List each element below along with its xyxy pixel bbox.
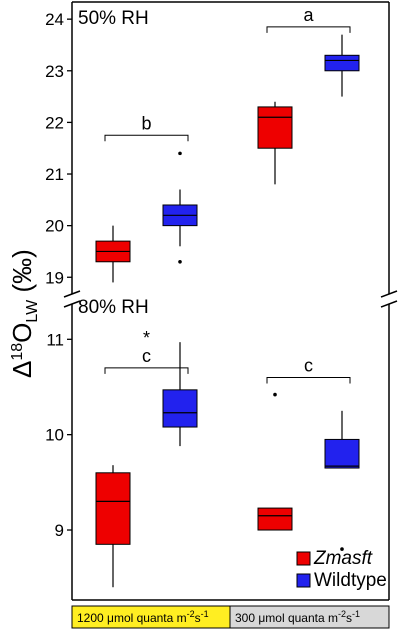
- significance-annotation: b: [104, 113, 189, 142]
- y-tick-label: 24: [45, 10, 64, 29]
- outlier-point: [273, 392, 277, 397]
- y-axis-title: Δ18OLW (‰): [7, 249, 41, 378]
- outlier-point: [178, 259, 182, 264]
- significance-letter: a: [303, 5, 314, 25]
- category-box-1: [229, 605, 390, 629]
- legend-label-zmasft: Zmasft: [313, 548, 373, 569]
- axis-break-mark: [63, 290, 81, 298]
- y-tick-label: 9: [55, 521, 64, 540]
- y-tick-label: 21: [45, 165, 64, 184]
- axis-break-mark: [63, 300, 81, 308]
- y-tick-label: 23: [45, 62, 64, 81]
- box-wildtype-cat1: [324, 34, 360, 97]
- axis-break-mark: [380, 290, 398, 298]
- y-tick-label: 11: [46, 330, 64, 349]
- legend-swatch-wildtype: [296, 573, 311, 588]
- box-zmasft-cat1: [257, 392, 293, 531]
- category-label-0: 1200 μmol quanta m-2s-1: [77, 609, 209, 625]
- box-zmasft-cat1: [257, 101, 293, 185]
- significance-letter: c: [304, 355, 313, 375]
- category-bar: 1200 μmol quanta m-2s-1 300 μmol quanta m…: [71, 605, 390, 629]
- y-tick-label: 22: [45, 113, 64, 132]
- axis-layer: [63, 1, 398, 601]
- significance-bracket: [266, 376, 351, 384]
- box-body: [324, 438, 360, 469]
- axis-break-mark: [380, 300, 398, 308]
- box-zmasft-cat0: [95, 225, 131, 283]
- box-body: [162, 389, 198, 428]
- box-body: [95, 472, 131, 545]
- significance-bracket: [266, 26, 351, 33]
- box-wildtype-cat0: [162, 342, 198, 447]
- box-wildtype-cat1: [324, 410, 360, 551]
- significance-star: *: [143, 328, 150, 348]
- panel-label: 80% RH: [78, 297, 149, 318]
- category-label-1: 300 μmol quanta m-2s-1: [235, 609, 360, 625]
- legend-label-wildtype: Wildtype: [314, 570, 387, 591]
- significance-letter: c: [142, 346, 151, 366]
- panel-label: 50% RH: [78, 8, 149, 29]
- box-body: [257, 106, 293, 149]
- y-axis-label: Δ18OLW (‰): [7, 249, 41, 378]
- significance-annotation: a: [266, 5, 351, 33]
- panel-rh50: 19 20 21 22 23 24 50% RH b a: [45, 5, 360, 287]
- outlier-point: [178, 151, 182, 156]
- y-tick-label: 20: [45, 217, 64, 236]
- y-tick-label: 19: [45, 268, 64, 287]
- outlier-point: [340, 547, 344, 551]
- box-zmasft-cat0: [95, 465, 131, 588]
- significance-bracket: [104, 134, 189, 142]
- significance-annotation: c: [266, 355, 351, 384]
- y-tick-label: 10: [45, 426, 64, 445]
- significance-annotation: c*: [104, 328, 189, 374]
- significance-bracket: [104, 367, 189, 374]
- legend-swatch-zmasft: [296, 551, 311, 566]
- box-wildtype-cat0: [162, 151, 198, 264]
- box-body: [257, 507, 293, 531]
- significance-letter: b: [141, 113, 151, 133]
- box-body: [324, 54, 360, 72]
